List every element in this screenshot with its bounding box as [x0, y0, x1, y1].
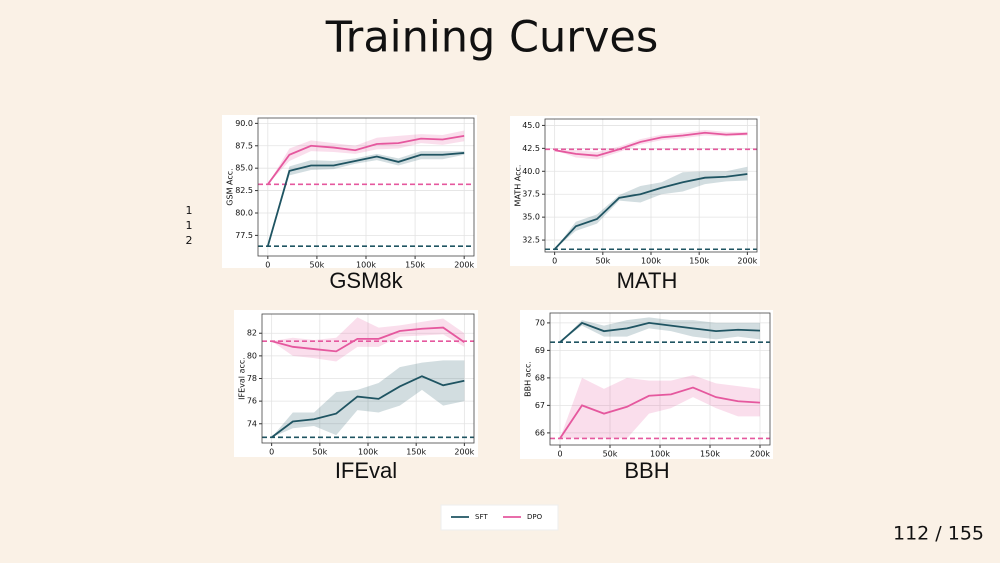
- x-tick-label: 200k: [737, 257, 757, 266]
- y-tick-label: 76: [247, 397, 257, 406]
- y-tick-label: 80.0: [235, 208, 253, 217]
- chart-caption: BBH: [624, 458, 669, 483]
- y-axis-label: MATH Acc.: [514, 165, 523, 207]
- chart-caption: GSM8k: [329, 268, 403, 293]
- y-tick-label: 67: [535, 401, 545, 410]
- line-series: [559, 321, 761, 343]
- chart-panel: [222, 115, 477, 268]
- x-tick-label: 0: [269, 448, 274, 457]
- y-tick-label: 78: [247, 374, 257, 383]
- y-tick-label: 82.5: [235, 186, 253, 195]
- side-note: 1: [186, 204, 193, 217]
- y-tick-label: 77.5: [235, 231, 253, 240]
- y-tick-label: 74: [247, 419, 257, 428]
- chart-caption: IFEval: [335, 458, 397, 483]
- x-tick-label: 0: [557, 450, 562, 459]
- x-tick-label: 100k: [650, 450, 670, 459]
- legend-label: SFT: [475, 513, 488, 521]
- y-tick-label: 87.5: [235, 141, 253, 150]
- error-band: [560, 317, 760, 343]
- x-tick-label: 150k: [405, 261, 425, 270]
- x-tick-label: 200k: [454, 261, 474, 270]
- side-note: 2: [186, 234, 193, 247]
- y-tick-label: 90.0: [235, 119, 253, 128]
- error-band: [554, 166, 748, 250]
- line-series: [554, 131, 748, 157]
- y-tick-label: 37.5: [522, 190, 540, 199]
- slide-title: Training Curves: [325, 13, 659, 63]
- y-tick-label: 40.0: [522, 167, 540, 176]
- x-tick-label: 150k: [689, 257, 709, 266]
- error-band: [560, 375, 760, 439]
- y-tick-label: 66: [535, 428, 545, 437]
- side-note: 1: [186, 219, 193, 232]
- y-axis-label: GSM Acc.: [226, 168, 235, 205]
- x-tick-label: 150k: [406, 448, 426, 457]
- x-tick-label: 50k: [310, 261, 325, 270]
- line-series: [271, 375, 465, 439]
- x-tick-label: 50k: [603, 450, 618, 459]
- chart-panel: [510, 116, 760, 266]
- line-series: [553, 173, 748, 250]
- x-tick-label: 50k: [312, 448, 327, 457]
- y-tick-label: 80: [247, 351, 257, 360]
- y-tick-label: 42.5: [522, 144, 540, 153]
- y-tick-label: 35.0: [522, 213, 540, 222]
- line-series: [266, 152, 465, 247]
- y-tick-label: 82: [247, 329, 257, 338]
- y-tick-label: 69: [535, 346, 545, 355]
- line-series: [267, 135, 465, 185]
- x-tick-label: 0: [552, 257, 557, 266]
- x-tick-label: 100k: [641, 257, 661, 266]
- plot-frame: [544, 118, 758, 253]
- chart-caption: MATH: [617, 268, 678, 293]
- line-series: [559, 386, 761, 439]
- x-tick-label: 50k: [595, 257, 610, 266]
- x-tick-label: 200k: [750, 450, 770, 459]
- plot-frame: [549, 312, 771, 446]
- y-tick-label: 45.0: [522, 121, 540, 130]
- page-number: 112 / 155: [893, 523, 984, 545]
- plot-frame: [257, 117, 475, 257]
- x-tick-label: 0: [265, 261, 270, 270]
- error-band: [554, 130, 748, 160]
- y-tick-label: 70: [535, 318, 545, 327]
- error-band: [267, 130, 465, 185]
- legend-label: DPO: [527, 513, 543, 521]
- y-axis-label: IFEval acc.: [238, 357, 247, 400]
- y-tick-label: 32.5: [522, 236, 540, 245]
- x-tick-label: 100k: [358, 448, 378, 457]
- plot-frame: [261, 313, 475, 444]
- line-series: [271, 326, 465, 353]
- y-tick-label: 85.0: [235, 164, 253, 173]
- x-tick-label: 100k: [356, 261, 376, 270]
- y-axis-label: BBH acc.: [524, 361, 533, 397]
- x-tick-label: 200k: [454, 448, 474, 457]
- x-tick-label: 150k: [700, 450, 720, 459]
- y-tick-label: 68: [535, 373, 545, 382]
